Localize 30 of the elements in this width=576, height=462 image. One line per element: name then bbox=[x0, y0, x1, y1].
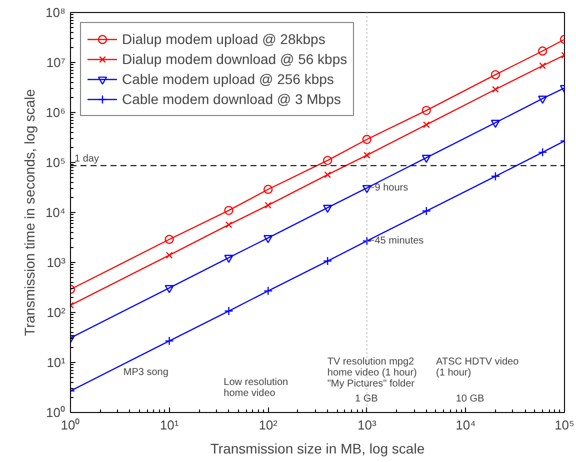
annotation: MP3 song bbox=[123, 366, 168, 378]
x-tick-label: 10³ bbox=[358, 418, 377, 432]
y-tick-label: 10⁸ bbox=[46, 5, 66, 20]
annotation: 1 GB bbox=[355, 394, 378, 405]
annotation: TV resolution mpg2 home video (1 hour) "My Pictures" folder bbox=[327, 356, 417, 390]
legend-label: Dialup modem upload @ 28kbps bbox=[122, 31, 326, 47]
ref-line-label: 1 day bbox=[74, 154, 99, 165]
annotation: ~9 hours bbox=[368, 182, 408, 194]
x-axis-title: Transmission size in MB, log scale bbox=[210, 440, 425, 456]
y-tick-label: 10³ bbox=[46, 255, 66, 270]
x-tick-label: 10⁵ bbox=[554, 418, 574, 432]
y-tick-label: 10² bbox=[46, 305, 66, 320]
y-tick-label: 10¹ bbox=[46, 355, 66, 370]
y-tick-label: 10⁵ bbox=[46, 155, 66, 170]
legend-label: Dialup modem download @ 56 kbps bbox=[122, 51, 348, 67]
annotation: ATSC HDTV video (1 hour) bbox=[436, 356, 520, 378]
annotation: Low resolution home video bbox=[224, 376, 288, 399]
x-tick-label: 10⁰ bbox=[60, 418, 80, 432]
y-axis-title: Transmission time in seconds, log scale bbox=[21, 88, 38, 336]
x-tick-label: 10⁴ bbox=[456, 418, 476, 432]
x-tick-label: 10¹ bbox=[160, 418, 180, 432]
y-tick-label: 10⁴ bbox=[45, 205, 66, 220]
y-tick-label: 10⁶ bbox=[46, 105, 66, 120]
annotation: ~45 minutes bbox=[368, 235, 424, 246]
annotation: 10 GB bbox=[456, 394, 484, 405]
legend-label: Cable modem download @ 3 Mbps bbox=[122, 91, 341, 107]
legend-label: Cable modem upload @ 256 kbps bbox=[122, 71, 334, 87]
x-tick-label: 10² bbox=[258, 418, 278, 432]
y-tick-label: 10⁷ bbox=[46, 55, 66, 70]
y-tick-label: 10⁰ bbox=[46, 405, 66, 420]
